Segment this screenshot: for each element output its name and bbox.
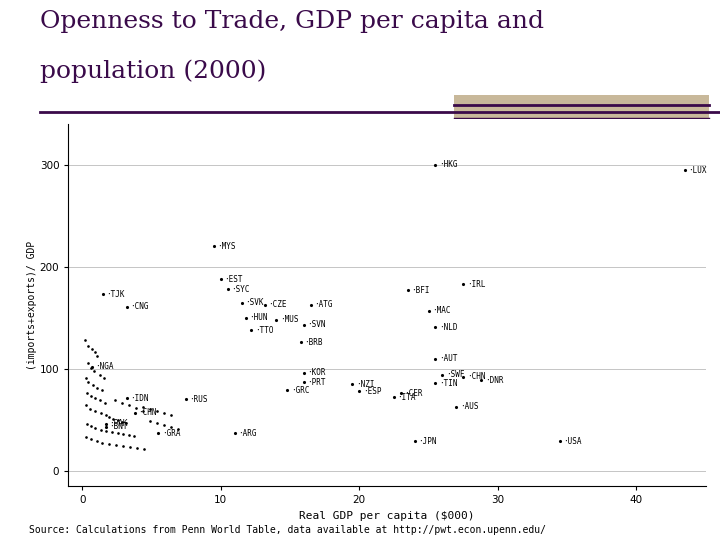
Text: ·IRL: ·IRL — [467, 280, 485, 289]
Text: ·ATG: ·ATG — [314, 300, 333, 309]
Text: ·AUT: ·AUT — [439, 354, 457, 363]
Text: ·DNR: ·DNR — [485, 375, 503, 384]
Text: ·BRB: ·BRB — [305, 338, 323, 347]
Y-axis label: (imports+exports)/ GDP: (imports+exports)/ GDP — [27, 240, 37, 370]
Text: ·TIN: ·TIN — [439, 379, 457, 388]
Text: ·GRA: ·GRA — [162, 429, 181, 437]
Text: ·NGA: ·NGA — [96, 362, 114, 372]
Text: ·MYS: ·MYS — [217, 242, 236, 251]
Text: ·BFI: ·BFI — [411, 286, 430, 295]
Text: ·HUN: ·HUN — [249, 313, 268, 322]
Bar — [454, 95, 709, 119]
Text: ·EST: ·EST — [224, 275, 243, 284]
Text: ·AUS: ·AUS — [460, 402, 478, 411]
Text: ·CHN: ·CHN — [138, 408, 157, 417]
Text: ·KOR: ·KOR — [307, 368, 326, 377]
Text: ·CNG: ·CNG — [130, 302, 148, 311]
Text: ·PAK: ·PAK — [109, 420, 127, 428]
Text: ·HKG: ·HKG — [439, 160, 457, 170]
Text: ·BNT: ·BNT — [109, 422, 127, 431]
Text: ·SYC: ·SYC — [231, 285, 250, 294]
Text: ·TJK: ·TJK — [107, 290, 125, 299]
Text: ·CHN: ·CHN — [467, 373, 485, 381]
Text: ·SWF: ·SWF — [446, 370, 464, 380]
Text: ·SVK: ·SVK — [245, 298, 264, 307]
Text: ·JPN: ·JPN — [418, 437, 436, 445]
Text: Source: Calculations from Penn World Table, data available at http://pwt.econ.up: Source: Calculations from Penn World Tab… — [29, 524, 546, 535]
Text: ·NZI: ·NZI — [356, 380, 374, 389]
Text: ·LUX: ·LUX — [688, 166, 707, 174]
Text: ·MAC: ·MAC — [432, 306, 451, 315]
Text: ·ITA: ·ITA — [397, 393, 416, 402]
Text: ·RUS: ·RUS — [189, 395, 208, 404]
Text: ·NLD: ·NLD — [439, 322, 457, 332]
X-axis label: Real GDP per capita ($000): Real GDP per capita ($000) — [300, 511, 474, 521]
Text: ·USA: ·USA — [564, 437, 582, 445]
Text: ·CZE: ·CZE — [269, 300, 287, 309]
Text: ·MUS: ·MUS — [279, 315, 298, 325]
Text: ·PRT: ·PRT — [307, 377, 326, 387]
Text: ·SVN: ·SVN — [307, 320, 326, 329]
Text: ·CER: ·CER — [405, 389, 423, 398]
Text: ·TTO: ·TTO — [255, 326, 273, 335]
Text: ·ARG: ·ARG — [238, 429, 256, 437]
Text: Openness to Trade, GDP per capita and: Openness to Trade, GDP per capita and — [40, 10, 544, 32]
Text: ·ESP: ·ESP — [363, 387, 382, 396]
Text: ·IDN: ·IDN — [130, 394, 148, 403]
Text: ·GRC: ·GRC — [291, 386, 309, 395]
Text: population (2000): population (2000) — [40, 59, 266, 83]
